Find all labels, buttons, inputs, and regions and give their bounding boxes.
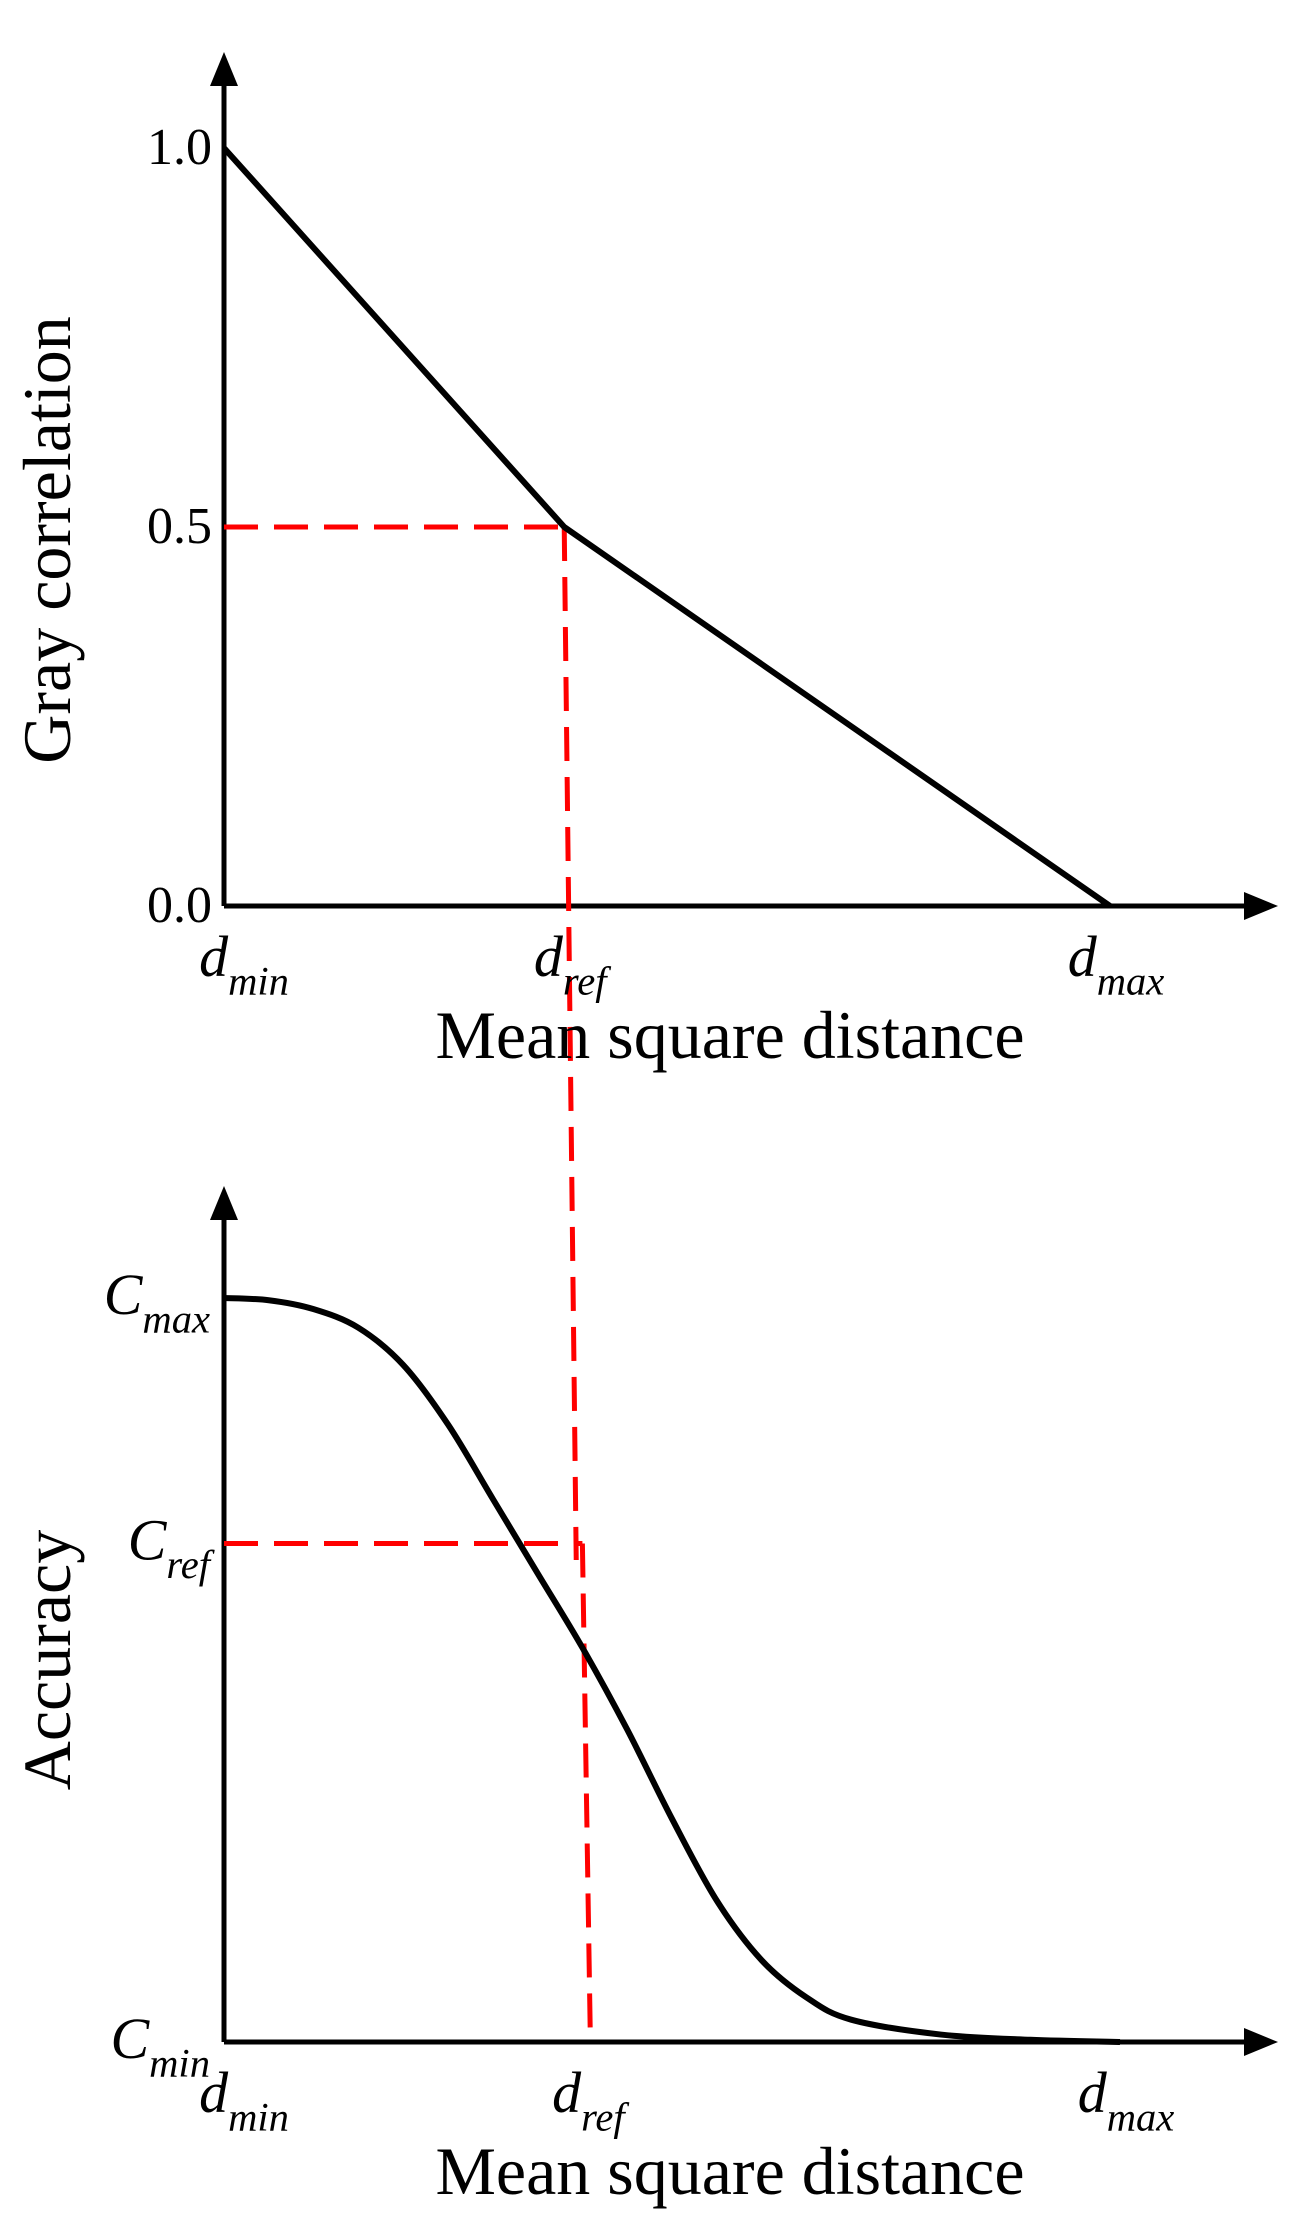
x-tick-label: dref xyxy=(534,924,611,1004)
x-tick-label-subscript: min xyxy=(228,959,289,1004)
x-tick-label-base: d xyxy=(534,924,564,989)
series-line xyxy=(223,1295,1121,2045)
y-tick-label-base: C xyxy=(128,1508,168,1573)
y-tick-label: 0.5 xyxy=(147,498,212,555)
x-tick-label: dmin xyxy=(199,924,289,1004)
y-tick-label-subscript: min xyxy=(149,2041,210,2086)
x-tick-label-subscript: ref xyxy=(581,2095,629,2140)
y-tick-label-subscript: max xyxy=(142,1297,210,1342)
y-axis-title: Gray correlation xyxy=(9,316,85,763)
y-tick-label-base: C xyxy=(110,2006,150,2071)
x-tick-label-base: d xyxy=(552,2060,582,2125)
x-tick-label-subscript: min xyxy=(228,2095,289,2140)
reference-vertical-dashed-line xyxy=(561,526,579,1561)
x-tick-label: dmin xyxy=(199,2060,289,2140)
y-tick-label: 1.0 xyxy=(147,119,212,176)
x-tick-label-subscript: ref xyxy=(563,959,611,1004)
reference-vertical-dashed-line xyxy=(579,1543,593,2043)
x-tick-label-base: d xyxy=(199,2060,229,2125)
y-tick-label: Cref xyxy=(128,1508,215,1588)
x-axis-arrowhead xyxy=(1244,2028,1278,2056)
x-tick-label-base: d xyxy=(199,924,229,989)
y-tick-label-subscript: ref xyxy=(166,1542,214,1587)
x-tick-label-base: d xyxy=(1068,924,1098,989)
x-tick-label-subscript: max xyxy=(1097,959,1165,1004)
x-axis-arrowhead xyxy=(1244,892,1278,920)
x-tick-label: dmax xyxy=(1068,924,1165,1004)
x-axis-title: Mean square distance xyxy=(435,997,1024,1073)
x-tick-label-subscript: max xyxy=(1107,2095,1175,2140)
y-tick-label: Cmin xyxy=(110,2006,210,2086)
x-tick-label-base: d xyxy=(1078,2060,1108,2125)
x-axis-title: Mean square distance xyxy=(435,2133,1024,2209)
x-tick-label: dref xyxy=(552,2060,629,2140)
series-line xyxy=(221,145,1112,909)
y-tick-label: Cmax xyxy=(104,1262,210,1342)
y-axis-arrowhead xyxy=(210,1186,238,1220)
y-tick-label-base: C xyxy=(104,1262,144,1327)
x-tick-label: dmax xyxy=(1078,2060,1175,2140)
y-axis-title: Accuracy xyxy=(9,1530,85,1790)
y-axis-arrowhead xyxy=(210,52,238,86)
y-tick-label: 0.0 xyxy=(147,877,212,934)
